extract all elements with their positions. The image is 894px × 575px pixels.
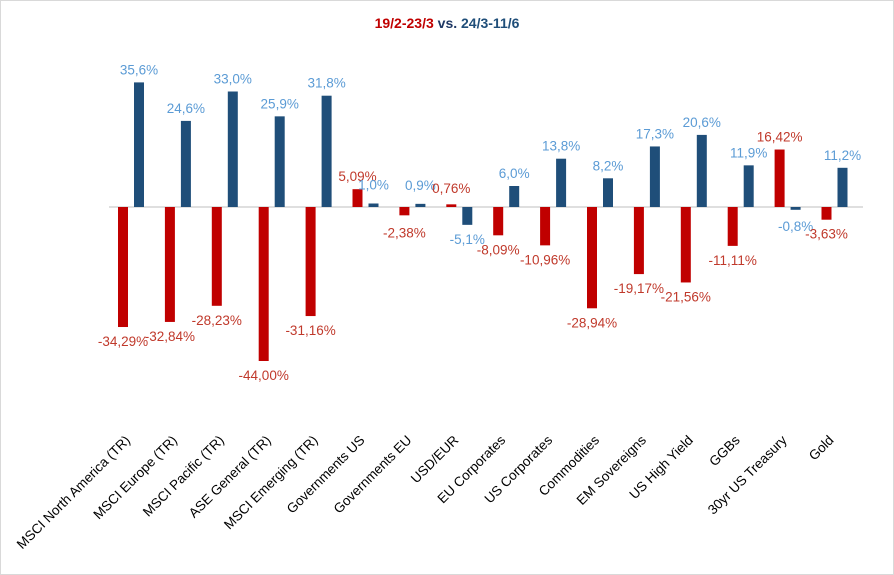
- bar-period1-15: [821, 207, 832, 220]
- value-label-period1-10: -28,94%: [567, 315, 617, 330]
- value-label-period1-8: -8,09%: [477, 242, 520, 257]
- bar-period1-11: [633, 207, 644, 275]
- value-label-period2-8: 6,0%: [499, 166, 530, 181]
- value-label-period2-9: 13,8%: [542, 139, 580, 154]
- value-label-period2-2: 33,0%: [214, 72, 252, 87]
- value-label-period1-11: -19,17%: [614, 281, 664, 296]
- value-label-period2-6: 0,9%: [405, 178, 436, 193]
- value-label-period2-11: 17,3%: [636, 126, 674, 141]
- bar-period2-7: [462, 207, 473, 225]
- value-label-period1-12: -21,56%: [661, 289, 711, 304]
- value-label-period2-3: 25,9%: [261, 96, 299, 111]
- category-label-15: Gold: [806, 433, 837, 464]
- category-label-2: MSCI Pacific (TR): [140, 433, 227, 520]
- value-label-period1-0: -34,29%: [98, 334, 148, 349]
- category-label-14: 30yr US Treasury: [705, 432, 790, 517]
- bar-period1-13: [727, 207, 738, 246]
- title-separator: vs.: [433, 15, 462, 31]
- category-label-3: ASE General (TR): [186, 433, 274, 521]
- title-series-2: 24/3-11/6: [461, 15, 520, 31]
- bar-period2-14: [790, 207, 801, 210]
- bar-period2-0: [134, 82, 144, 207]
- value-label-period1-1: -32,84%: [145, 329, 195, 344]
- bar-period1-7: [446, 204, 457, 207]
- bar-period1-4: [305, 207, 316, 317]
- title-series-1: 19/2-23/3: [374, 15, 434, 31]
- value-label-period1-2: -28,23%: [192, 313, 242, 328]
- bar-period2-2: [227, 91, 238, 207]
- bar-period2-9: [556, 158, 567, 207]
- bar-period2-5: [368, 203, 379, 207]
- bar-period1-9: [540, 207, 551, 246]
- value-label-period2-1: 24,6%: [167, 101, 205, 116]
- bar-period1-8: [493, 207, 504, 236]
- bar-period2-6: [415, 203, 426, 207]
- category-label-1: MSCI Europe (TR): [90, 433, 180, 523]
- bar-period2-10: [603, 178, 613, 207]
- value-label-period1-9: -10,96%: [520, 252, 570, 267]
- value-label-period2-7: -5,1%: [450, 232, 485, 247]
- value-label-period2-4: 31,8%: [307, 76, 345, 91]
- bar-period1-3: [258, 207, 269, 361]
- bar-period2-1: [180, 120, 191, 207]
- bar-period2-3: [274, 116, 285, 207]
- bar-period1-5: [352, 189, 363, 207]
- value-label-period2-13: 11,9%: [730, 145, 767, 160]
- value-label-period2-12: 20,6%: [683, 115, 721, 130]
- bar-period2-8: [509, 186, 520, 207]
- bar-period1-12: [680, 207, 691, 283]
- bar-period2-11: [649, 146, 660, 207]
- value-label-period2-15: 11,2%: [824, 148, 861, 163]
- value-label-period1-13: -11,11%: [709, 253, 757, 268]
- category-label-13: GGBs: [706, 432, 743, 469]
- value-label-period1-15: -3,63%: [805, 227, 848, 242]
- bar-period2-13: [743, 165, 754, 207]
- value-label-period1-6: -2,38%: [383, 225, 426, 240]
- value-label-period1-7: 0,76%: [432, 181, 470, 196]
- category-label-4: MSCI Emerging (TR): [221, 433, 321, 533]
- value-label-period2-5: 1,0%: [358, 178, 389, 193]
- bar-period2-4: [321, 95, 332, 207]
- chart-title: 19/2-23/3 vs. 24/3-11/6: [1, 15, 893, 31]
- bar-period1-0: [118, 207, 128, 328]
- bar-period2-12: [696, 134, 707, 207]
- value-label-period2-14: -0,8%: [778, 219, 813, 234]
- bar-period2-15: [837, 167, 848, 207]
- bar-period1-10: [587, 207, 597, 309]
- bar-period1-2: [211, 207, 222, 306]
- value-label-period1-14: 16,42%: [757, 130, 803, 145]
- bar-period1-1: [164, 207, 175, 322]
- bar-period1-6: [399, 207, 410, 216]
- bar-period1-14: [774, 149, 785, 207]
- value-label-period1-5: 5,09%: [338, 169, 376, 184]
- value-label-period2-10: 8,2%: [593, 158, 624, 173]
- value-label-period1-3: -44,00%: [239, 368, 289, 383]
- value-label-period1-4: -31,16%: [285, 323, 335, 338]
- value-label-period2-0: 35,6%: [120, 62, 158, 77]
